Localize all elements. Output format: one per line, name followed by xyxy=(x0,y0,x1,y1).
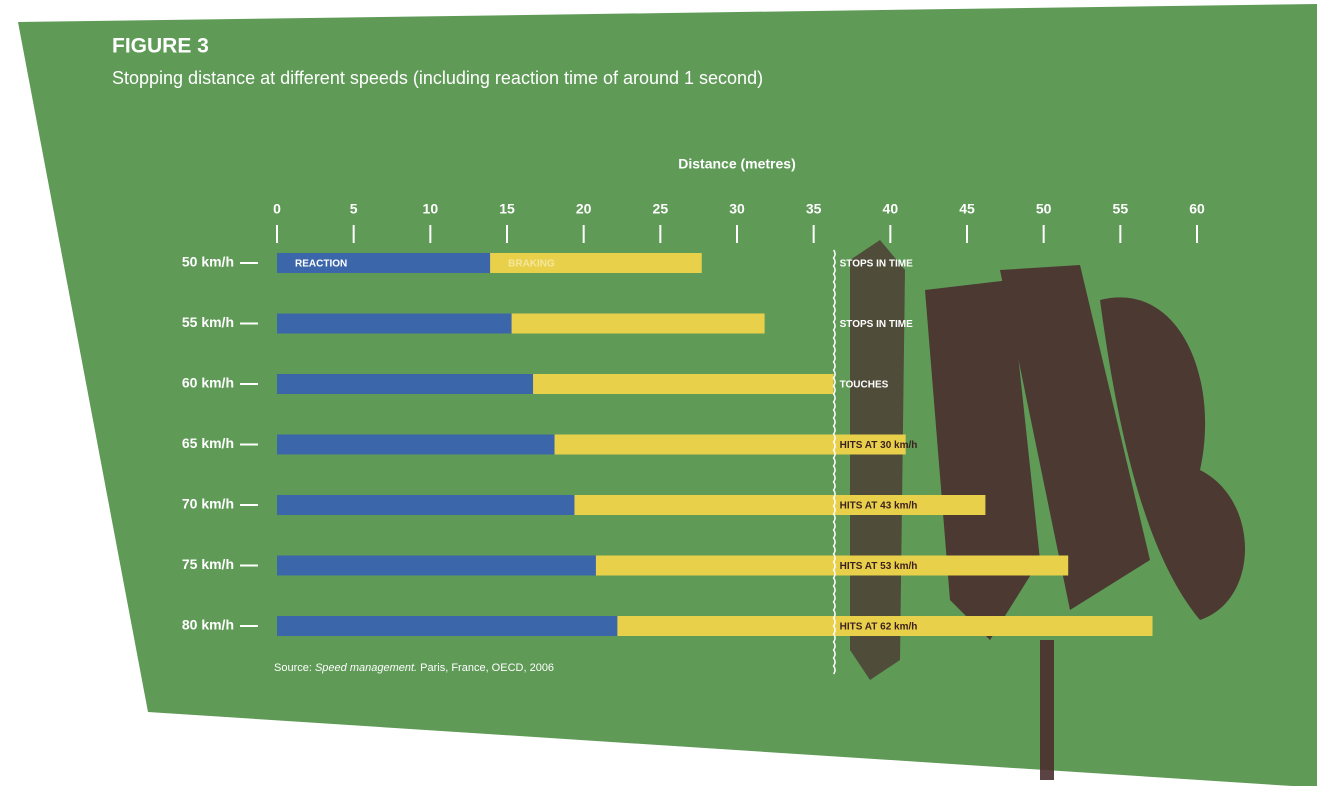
x-axis-title: Distance (metres) xyxy=(678,156,796,172)
bar-segment xyxy=(554,434,906,455)
bar-segment xyxy=(277,313,512,334)
x-tick-label: 5 xyxy=(350,201,358,217)
y-tick-label: 55 km/h xyxy=(182,314,234,330)
x-tick-label: 20 xyxy=(576,201,592,217)
x-tick-label: 35 xyxy=(806,201,822,217)
bar-segment xyxy=(277,374,534,394)
bar-segment xyxy=(533,374,834,394)
bar-segment xyxy=(277,495,575,515)
figure-label: FIGURE 3 xyxy=(112,35,209,58)
annotation: STOPS IN TIME xyxy=(840,259,913,270)
source: Source: Speed management. Paris, France,… xyxy=(274,662,554,674)
annotation: HITS AT 43 km/h xyxy=(840,501,918,512)
x-tick-label: 15 xyxy=(499,201,515,217)
x-tick-label: 50 xyxy=(1036,201,1052,217)
bar-segment xyxy=(511,313,765,334)
annotation: HITS AT 30 km/h xyxy=(840,440,918,451)
x-tick-label: 25 xyxy=(653,201,669,217)
y-tick-label: 80 km/h xyxy=(182,617,234,633)
y-tick-label: 75 km/h xyxy=(182,556,234,572)
y-tick-label: 65 km/h xyxy=(182,435,234,451)
x-tick-label: 0 xyxy=(273,201,281,217)
bar-segment xyxy=(277,555,596,576)
reference-line xyxy=(832,249,836,675)
x-tick-label: 30 xyxy=(729,201,745,217)
bar-segment xyxy=(277,253,491,273)
x-tick-label: 55 xyxy=(1113,201,1129,217)
annotation: HITS AT 62 km/h xyxy=(840,622,918,633)
tire-marks xyxy=(850,240,1245,780)
legend-label: BRAKING xyxy=(508,259,555,270)
x-tick-label: 45 xyxy=(959,201,975,217)
bar-segment xyxy=(574,495,986,515)
source-title: Speed management. xyxy=(315,662,417,674)
annotation: TOUCHES xyxy=(840,380,889,391)
annotation: HITS AT 53 km/h xyxy=(840,561,918,572)
x-tick-label: 60 xyxy=(1189,201,1205,217)
x-tick-label: 40 xyxy=(883,201,899,217)
annotation: STOPS IN TIME xyxy=(840,319,913,330)
source-prefix: Source: xyxy=(274,662,315,674)
source-rest: Paris, France, OECD, 2006 xyxy=(417,662,554,674)
y-tick-label: 50 km/h xyxy=(182,254,234,270)
bar-segment xyxy=(277,616,618,636)
chart-title: Stopping distance at different speeds (i… xyxy=(112,68,763,88)
x-tick-label: 10 xyxy=(423,201,439,217)
bar-segment xyxy=(490,253,702,273)
bar-segment xyxy=(595,555,1069,576)
bar-segment xyxy=(277,434,555,455)
legend-label: REACTION xyxy=(295,259,347,270)
bar-segment xyxy=(617,616,1153,636)
y-tick-label: 70 km/h xyxy=(182,496,234,512)
y-tick-label: 60 km/h xyxy=(182,375,234,391)
